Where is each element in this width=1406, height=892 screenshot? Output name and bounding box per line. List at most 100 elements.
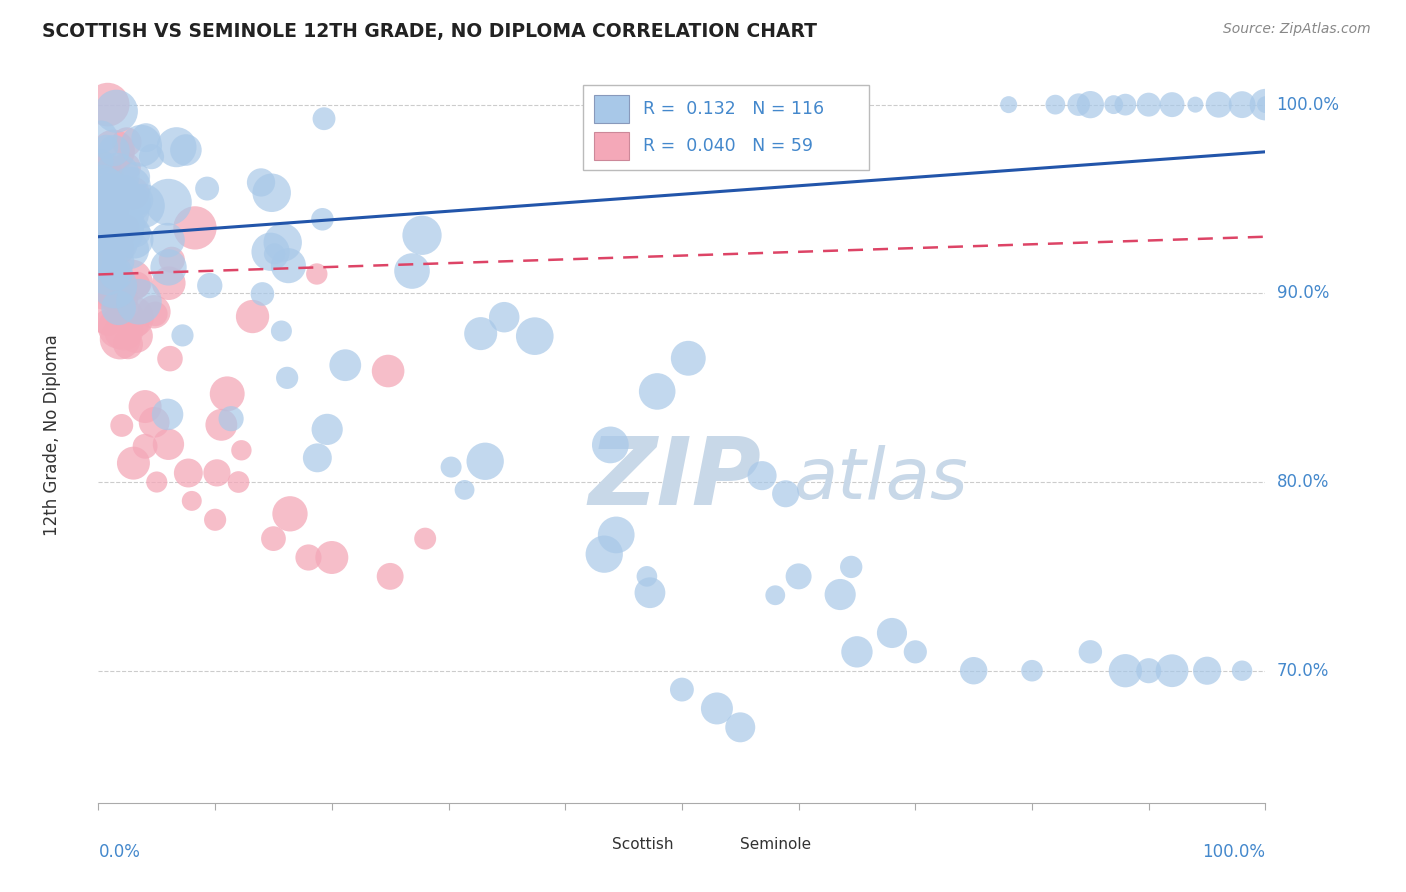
Point bbox=[100, 225, 122, 239]
Point bbox=[100, 274, 122, 288]
Point bbox=[184, 220, 207, 235]
Point bbox=[104, 267, 127, 281]
Point bbox=[115, 220, 138, 235]
Point bbox=[160, 252, 183, 267]
Point bbox=[1045, 97, 1067, 112]
Point bbox=[678, 351, 700, 366]
Point bbox=[730, 720, 752, 734]
Point bbox=[117, 188, 139, 202]
Point bbox=[107, 301, 129, 315]
Text: 12th Grade, No Diploma: 12th Grade, No Diploma bbox=[42, 334, 60, 536]
Point bbox=[307, 450, 329, 465]
Point bbox=[997, 97, 1019, 112]
Point bbox=[127, 193, 149, 207]
Point bbox=[100, 214, 122, 228]
Point bbox=[205, 466, 228, 480]
Point bbox=[962, 664, 984, 678]
Point bbox=[260, 186, 283, 200]
Point bbox=[122, 186, 145, 201]
Point bbox=[157, 437, 180, 451]
Point bbox=[90, 252, 112, 267]
Point bbox=[105, 211, 128, 226]
Text: 0.0%: 0.0% bbox=[98, 843, 141, 862]
Text: R =  0.132   N = 116: R = 0.132 N = 116 bbox=[644, 100, 824, 118]
Point bbox=[100, 291, 122, 305]
Point bbox=[90, 249, 112, 263]
Point bbox=[474, 454, 496, 468]
Text: 100.0%: 100.0% bbox=[1202, 843, 1265, 862]
Point bbox=[1114, 664, 1136, 678]
Point bbox=[90, 221, 112, 235]
Point bbox=[93, 225, 115, 239]
Point bbox=[1230, 97, 1253, 112]
Point bbox=[440, 460, 463, 475]
Point bbox=[470, 326, 492, 341]
Point bbox=[103, 144, 125, 158]
Bar bbox=[595, 132, 630, 160]
Point bbox=[638, 585, 661, 599]
Point bbox=[1137, 97, 1160, 112]
Point bbox=[122, 456, 145, 470]
Point bbox=[751, 468, 773, 483]
Text: Scottish: Scottish bbox=[612, 837, 673, 852]
Point bbox=[195, 181, 218, 195]
Point bbox=[128, 294, 150, 309]
Point bbox=[846, 645, 869, 659]
Point bbox=[523, 329, 546, 343]
Point bbox=[143, 307, 166, 321]
Point bbox=[1161, 97, 1184, 112]
Point bbox=[219, 411, 242, 425]
Text: 80.0%: 80.0% bbox=[1277, 473, 1329, 491]
Point bbox=[90, 129, 112, 144]
Point bbox=[108, 332, 131, 346]
Point bbox=[110, 187, 132, 202]
Point bbox=[250, 176, 273, 190]
Point bbox=[107, 215, 129, 229]
Point bbox=[98, 179, 121, 194]
Point bbox=[159, 351, 181, 366]
Point bbox=[839, 560, 862, 574]
Text: R =  0.040   N = 59: R = 0.040 N = 59 bbox=[644, 136, 814, 154]
Point bbox=[335, 358, 357, 372]
Point bbox=[90, 203, 112, 218]
Point bbox=[262, 532, 284, 546]
Point bbox=[198, 278, 221, 293]
Text: atlas: atlas bbox=[793, 444, 967, 514]
Point bbox=[157, 276, 180, 290]
Point bbox=[90, 154, 112, 169]
Point bbox=[108, 242, 131, 256]
Text: ZIP: ZIP bbox=[589, 433, 762, 525]
Point bbox=[671, 682, 693, 697]
Point bbox=[1080, 97, 1102, 112]
Point bbox=[105, 169, 128, 183]
Point bbox=[97, 178, 120, 193]
Point bbox=[90, 206, 112, 220]
Point bbox=[115, 310, 138, 324]
Point bbox=[101, 195, 124, 210]
Point bbox=[91, 205, 114, 219]
Point bbox=[259, 244, 281, 259]
Point bbox=[112, 185, 135, 199]
Point bbox=[316, 422, 339, 436]
Point bbox=[787, 569, 810, 583]
Point bbox=[599, 438, 621, 452]
Point bbox=[228, 475, 250, 489]
Point bbox=[276, 371, 298, 385]
Point bbox=[311, 212, 333, 227]
Point bbox=[94, 173, 117, 187]
Point bbox=[880, 626, 903, 640]
Point bbox=[180, 494, 202, 508]
Point bbox=[380, 569, 402, 583]
Point bbox=[101, 202, 124, 217]
Point bbox=[125, 278, 148, 293]
Point bbox=[263, 247, 285, 261]
Text: Seminole: Seminole bbox=[741, 837, 811, 852]
Point bbox=[114, 205, 136, 219]
Bar bbox=[706, 832, 731, 855]
Point bbox=[312, 112, 335, 126]
Point bbox=[125, 318, 148, 332]
Point bbox=[98, 274, 121, 288]
Point bbox=[411, 228, 433, 243]
Point bbox=[121, 273, 143, 287]
Point bbox=[1021, 664, 1043, 678]
